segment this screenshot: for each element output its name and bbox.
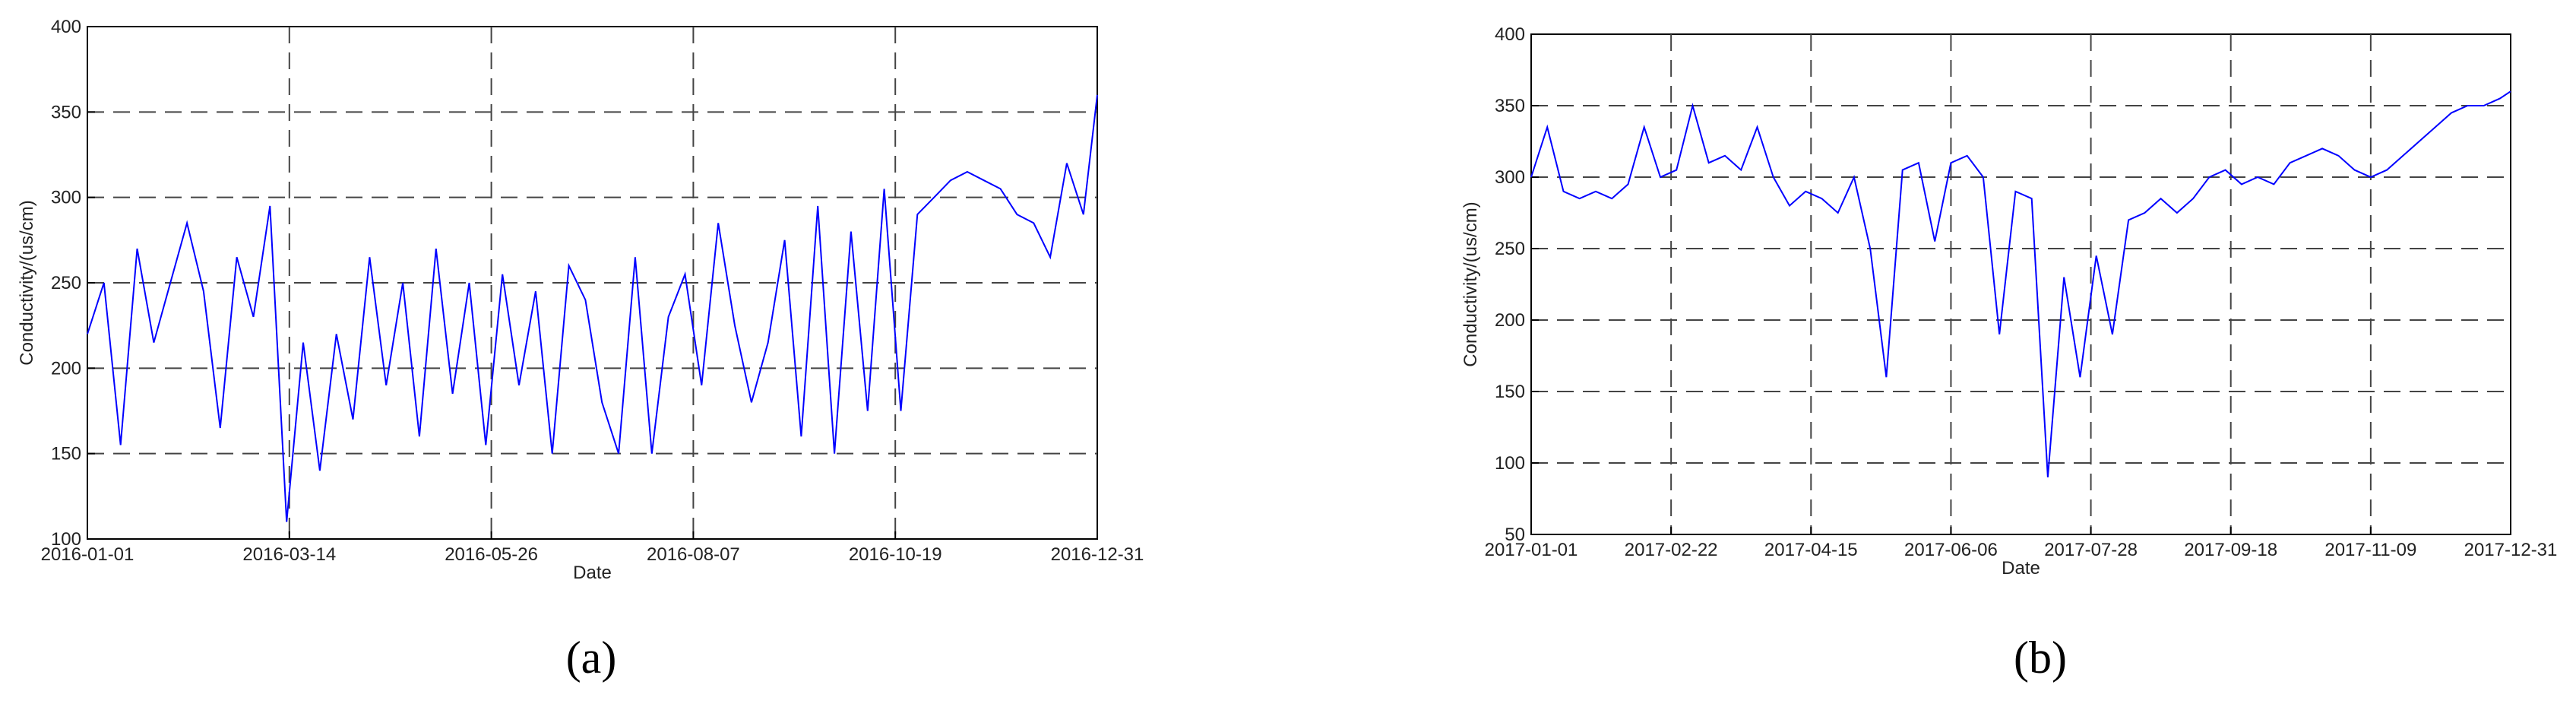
x-tick-label: 2017-12-31 xyxy=(2464,540,2558,560)
x-tick-label: 2017-07-28 xyxy=(2044,540,2138,560)
y-tick-label: 400 xyxy=(1495,24,1525,45)
panel-caption: (a) xyxy=(566,632,617,683)
plot-area xyxy=(1530,33,2511,535)
data-line xyxy=(87,94,1098,522)
x-axis-label: Date xyxy=(573,563,612,583)
x-tick-label: 2017-01-01 xyxy=(1485,540,1578,560)
y-axis-label: Conductivity/(us/cm) xyxy=(1460,201,1481,366)
data-line xyxy=(1530,90,2511,477)
y-tick-label: 250 xyxy=(51,273,81,293)
y-tick-label: 150 xyxy=(1495,382,1525,402)
y-tick-label: 50 xyxy=(1505,525,1525,545)
y-tick-label: 100 xyxy=(51,529,81,550)
x-tick-label: 2017-04-15 xyxy=(1764,540,1858,560)
y-tick-label: 400 xyxy=(51,17,81,37)
x-tick-label: 2017-06-06 xyxy=(1904,540,1998,560)
x-tick-label: 2016-05-26 xyxy=(445,544,538,565)
x-tick-label: 2016-01-01 xyxy=(41,544,134,565)
y-tick-label: 350 xyxy=(1495,96,1525,116)
x-axis-label: Date xyxy=(2002,558,2040,579)
y-tick-label: 350 xyxy=(51,102,81,122)
x-tick-label: 2016-12-31 xyxy=(1051,544,1144,565)
y-tick-label: 150 xyxy=(51,444,81,464)
x-tick-label: 2017-11-09 xyxy=(2324,540,2416,560)
panel-caption: (b) xyxy=(2014,632,2067,683)
y-tick-label: 300 xyxy=(1495,167,1525,188)
y-tick-label: 300 xyxy=(51,188,81,208)
y-tick-label: 250 xyxy=(1495,239,1525,259)
x-tick-label: 2017-02-22 xyxy=(1625,540,1718,560)
x-tick-label: 2016-08-07 xyxy=(647,544,740,565)
x-tick-label: 2016-10-19 xyxy=(849,544,942,565)
y-tick-label: 200 xyxy=(51,358,81,379)
y-tick-label: 200 xyxy=(1495,310,1525,331)
x-tick-label: 2016-03-14 xyxy=(242,544,336,565)
y-axis-label: Conductivity/(us/cm) xyxy=(17,200,37,365)
x-tick-label: 2017-09-18 xyxy=(2184,540,2277,560)
y-tick-label: 100 xyxy=(1495,453,1525,474)
